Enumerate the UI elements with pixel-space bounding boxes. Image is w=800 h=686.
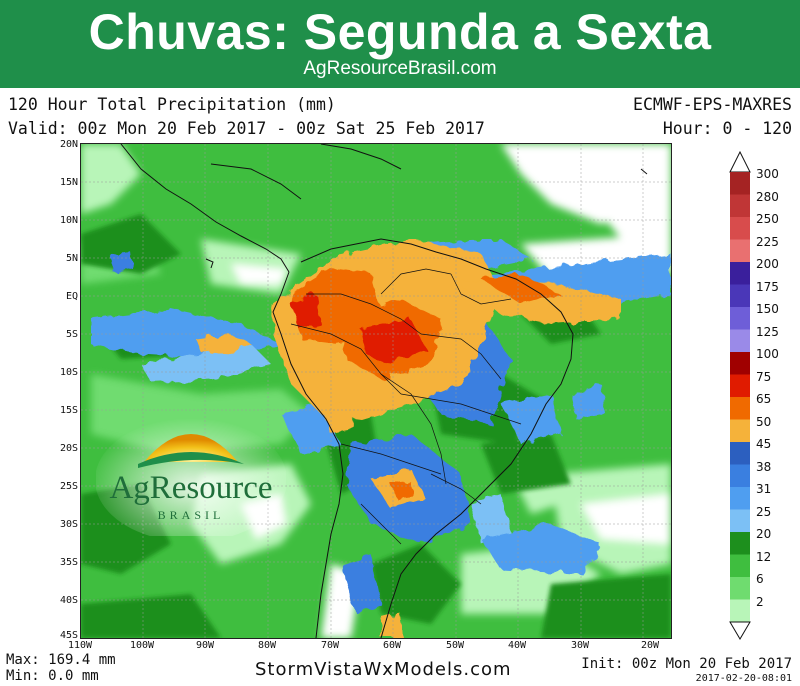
lat-label: 15N	[59, 177, 78, 188]
legend-label: 50	[756, 415, 772, 429]
legend-swatch	[730, 239, 750, 262]
legend-swatch	[730, 284, 750, 307]
coastlines	[120, 144, 648, 638]
legend-label: 25	[756, 505, 772, 519]
min-value: Min: 0.0 mm	[6, 668, 99, 684]
lat-label: 20S	[59, 443, 78, 454]
legend-label: 250	[756, 212, 779, 226]
legend-swatch	[730, 374, 750, 397]
lat-label: 5N	[65, 253, 78, 264]
legend-arrow-bottom	[729, 621, 751, 640]
legend-swatch	[730, 329, 750, 352]
map-title: 120 Hour Total Precipitation (mm)	[8, 95, 336, 114]
lon-label: 80W	[257, 640, 277, 651]
legend-label: 280	[756, 190, 779, 204]
site-credit: StormVistaWxModels.com	[255, 659, 512, 680]
lat-label: 30S	[59, 519, 78, 530]
lat-label: 15S	[59, 405, 78, 416]
lon-label: 40W	[507, 640, 527, 651]
legend-label: 100	[756, 347, 779, 361]
top-banner: Chuvas: Segunda a Sexta AgResourceBrasil…	[0, 0, 800, 88]
legend-label: 300	[756, 167, 779, 181]
legend-swatch	[730, 307, 750, 330]
legend-swatch	[730, 532, 750, 555]
precip-legend	[729, 150, 751, 644]
lat-label: 40S	[59, 595, 78, 606]
legend-swatch	[730, 599, 750, 622]
lat-label: 35S	[59, 557, 78, 568]
legend-label: 20	[756, 527, 772, 541]
max-value: Max: 169.4 mm	[6, 652, 116, 668]
legend-label: 225	[756, 235, 779, 249]
logo-subtext: BRASIL	[157, 508, 225, 522]
lon-label: 60W	[382, 640, 402, 651]
lat-label: 20N	[59, 139, 78, 150]
model-name: ECMWF-EPS-MAXRES	[633, 95, 792, 114]
lat-label: 25S	[59, 481, 78, 492]
lat-label: 5S	[65, 329, 78, 340]
legend-label: 175	[756, 280, 779, 294]
forecast-hours: Hour: 0 - 120	[662, 119, 792, 138]
legend-label: 45	[756, 437, 772, 451]
legend-label: 65	[756, 392, 772, 406]
timestamp: 2017-02-20-08:01	[695, 673, 792, 684]
legend-label: 125	[756, 325, 779, 339]
logo-name: AgResource	[109, 470, 273, 506]
lon-label: 50W	[445, 640, 465, 651]
legend-swatch	[730, 442, 750, 465]
legend-label: 150	[756, 302, 779, 316]
legend-swatch	[730, 577, 750, 600]
agresource-logo: AgResource BRASIL	[95, 410, 287, 542]
legend-swatch	[730, 487, 750, 510]
legend-swatch	[730, 509, 750, 532]
legend-swatch	[730, 194, 750, 217]
legend-swatch	[730, 352, 750, 375]
lon-label: 20W	[640, 640, 660, 651]
valid-period: Valid: 00z Mon 20 Feb 2017 - 00z Sat 25 …	[8, 119, 485, 138]
init-time: Init: 00z Mon 20 Feb 2017	[581, 656, 792, 672]
legend-label: 12	[756, 550, 772, 564]
legend-label: 75	[756, 370, 772, 384]
lon-label: 90W	[195, 640, 215, 651]
legend-swatch	[730, 397, 750, 420]
legend-swatch	[730, 419, 750, 442]
legend-label: 2	[756, 595, 764, 609]
legend-scale	[729, 150, 751, 640]
legend-swatch	[730, 217, 750, 240]
legend-label: 31	[756, 482, 772, 496]
lon-label: 100W	[129, 640, 155, 651]
lat-label: 45S	[59, 630, 78, 641]
lon-label: 70W	[320, 640, 340, 651]
lon-label: 110W	[67, 640, 93, 651]
banner-subtitle: AgResourceBrasil.com	[303, 58, 497, 79]
lat-label: 10S	[59, 367, 78, 378]
country-borders	[290, 268, 522, 545]
legend-label: 6	[756, 572, 764, 586]
map-svg	[81, 144, 671, 638]
legend-arrow-top	[729, 150, 751, 173]
legend-label: 200	[756, 257, 779, 271]
lat-label: EQ	[65, 291, 78, 302]
legend-swatch	[730, 172, 750, 195]
legend-swatch	[730, 464, 750, 487]
banner-title: Chuvas: Segunda a Sexta	[88, 4, 712, 60]
legend-label: 38	[756, 460, 772, 474]
lat-label: 10N	[59, 215, 78, 226]
very-heavy-rain	[196, 239, 621, 638]
legend-swatch	[730, 554, 750, 577]
lon-label: 30W	[570, 640, 590, 651]
precipitation-map	[80, 143, 672, 639]
legend-swatch	[730, 262, 750, 285]
